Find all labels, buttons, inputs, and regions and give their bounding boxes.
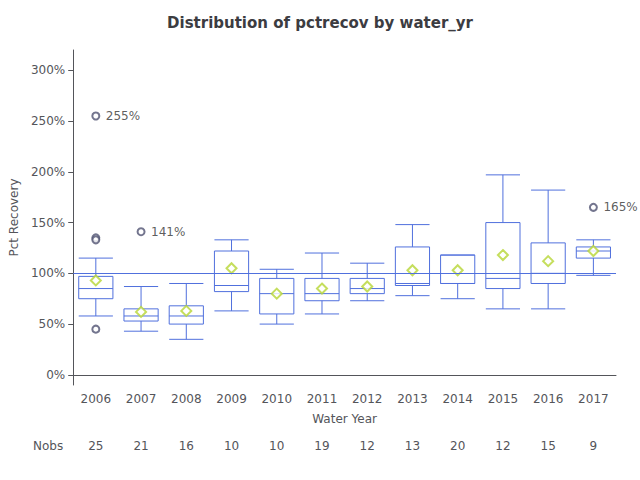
svg-text:2015: 2015	[488, 392, 519, 406]
svg-text:2008: 2008	[171, 392, 202, 406]
svg-text:Pct Recovery: Pct Recovery	[7, 179, 21, 257]
svg-text:Distribution of pctrecov by wa: Distribution of pctrecov by water_yr	[167, 14, 474, 32]
svg-text:0%: 0%	[46, 368, 65, 382]
svg-text:2010: 2010	[261, 392, 292, 406]
svg-text:250%: 250%	[31, 114, 65, 128]
svg-text:141%: 141%	[151, 225, 185, 239]
svg-text:9: 9	[590, 439, 598, 453]
svg-text:20: 20	[450, 439, 465, 453]
svg-text:19: 19	[314, 439, 329, 453]
svg-text:165%: 165%	[603, 200, 637, 214]
svg-text:13: 13	[405, 439, 420, 453]
svg-text:2016: 2016	[533, 392, 564, 406]
svg-text:2013: 2013	[397, 392, 428, 406]
svg-text:2006: 2006	[81, 392, 112, 406]
svg-text:2012: 2012	[352, 392, 383, 406]
svg-text:150%: 150%	[31, 216, 65, 230]
svg-text:Nobs: Nobs	[33, 439, 63, 453]
svg-text:100%: 100%	[31, 266, 65, 280]
svg-text:10: 10	[224, 439, 239, 453]
svg-text:2014: 2014	[442, 392, 473, 406]
svg-text:25: 25	[88, 439, 103, 453]
svg-text:2011: 2011	[307, 392, 338, 406]
svg-text:200%: 200%	[31, 165, 65, 179]
svg-text:300%: 300%	[31, 63, 65, 77]
svg-text:12: 12	[495, 439, 510, 453]
svg-text:12: 12	[360, 439, 375, 453]
svg-text:16: 16	[179, 439, 194, 453]
svg-text:15: 15	[541, 439, 556, 453]
svg-text:10: 10	[269, 439, 284, 453]
svg-text:21: 21	[133, 439, 148, 453]
svg-text:Water Year: Water Year	[312, 412, 377, 426]
svg-text:50%: 50%	[39, 317, 66, 331]
svg-text:255%: 255%	[106, 109, 140, 123]
svg-text:2007: 2007	[126, 392, 157, 406]
svg-text:2017: 2017	[578, 392, 609, 406]
svg-text:2009: 2009	[216, 392, 247, 406]
